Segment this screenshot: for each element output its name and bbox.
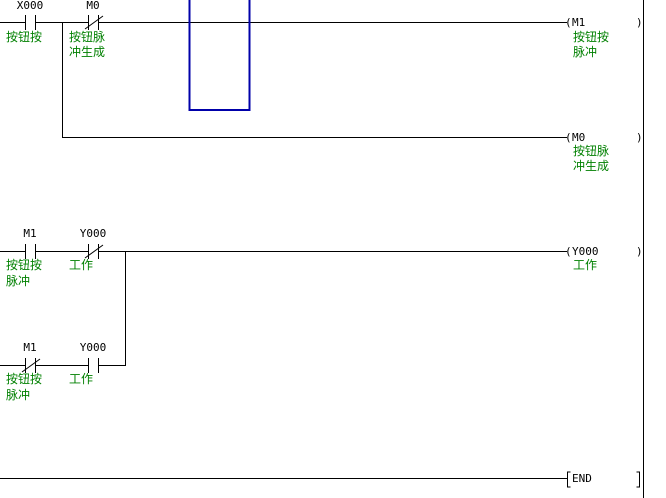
contact-m1-nc[interactable]: M1 按钮按 脉冲 [6,341,42,402]
contact-comment: 工作 [69,372,93,386]
coil-comment: 按钮脉 [573,143,609,158]
rung-2-branch[interactable]: M1 按钮按 脉冲 Y000 工作 [0,341,126,402]
contact-device: M1 [23,341,36,354]
coil-device: M0 [572,131,585,144]
coil-comment: 工作 [573,258,597,272]
end-instruction: END [572,472,592,485]
contact-comment: 按钮按 [6,257,42,272]
rung-2[interactable]: M1 按钮按 脉冲 Y000 工作 ( Y000 ) 工作 [0,227,643,366]
coil-close-paren: ) [636,131,643,144]
coil-close-paren: ) [636,245,643,258]
contact-device: M1 [23,227,36,240]
coil-m0[interactable]: ( M0 ) 按钮脉 冲生成 [565,131,643,173]
contact-comment: 工作 [69,258,93,272]
contact-comment: 脉冲 [6,273,30,288]
coil-device: Y000 [572,245,599,258]
coil-comment: 冲生成 [573,158,609,173]
contact-m1-no[interactable]: M1 按钮按 脉冲 [6,227,42,288]
contact-comment: 冲生成 [69,44,105,59]
coil-close-paren: ) [636,16,643,29]
rung-end[interactable]: END [0,471,640,488]
rung-1-branch[interactable]: ( M0 ) 按钮脉 冲生成 [62,22,643,173]
coil-comment: 脉冲 [573,44,597,59]
coil-m1[interactable]: ( M1 ) 按钮按 脉冲 [565,16,643,59]
contact-comment: 按钮脉 [69,29,105,44]
contact-y000-nc[interactable]: Y000 工作 [69,227,106,272]
contact-comment: 按钮按 [6,29,42,44]
contact-comment: 按钮按 [6,371,42,386]
contact-device: Y000 [80,341,107,354]
contact-y000-no[interactable]: Y000 工作 [69,341,106,386]
coil-y000[interactable]: ( Y000 ) 工作 [565,245,643,272]
coil-open-paren: ( [565,245,572,258]
rung-1[interactable]: X000 按钮按 M0 按钮脉 冲生成 ( M1 ) 按钮按 脉冲 [0,0,643,59]
coil-open-paren: ( [565,16,572,29]
contact-comment: 脉冲 [6,387,30,402]
coil-device: M1 [572,16,585,29]
contact-device: M0 [86,0,99,12]
contact-device: X000 [17,0,44,12]
coil-open-paren: ( [565,131,572,144]
contact-m0-nc[interactable]: M0 按钮脉 冲生成 [69,0,105,59]
contact-device: Y000 [80,227,107,240]
coil-comment: 按钮按 [573,29,609,44]
cell-cursor [188,0,251,111]
contact-x000-no[interactable]: X000 按钮按 [6,0,43,44]
